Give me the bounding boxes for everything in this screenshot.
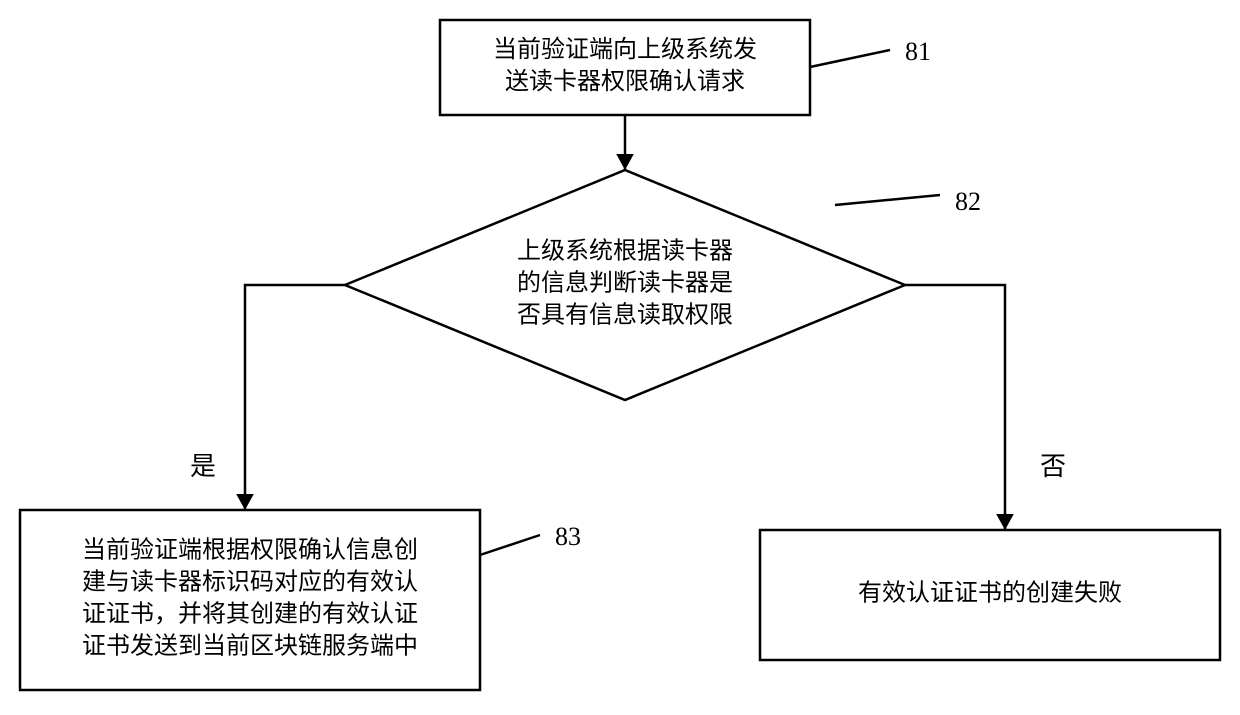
yes_box-step-label: 83 [555,522,581,551]
yes_box-callout-line [480,535,540,555]
no_box-line-0: 有效认证证书的创建失败 [858,580,1122,607]
step1-callout-line [810,50,890,67]
edge-2: 否 [905,285,1066,530]
decision-line-1: 的信息判断读卡器是 [517,270,733,297]
edge-1-line [245,285,345,510]
step1-box [440,20,810,115]
step1-line-0: 当前验证端向上级系统发 [493,36,757,63]
node-yes_box: 当前验证端根据权限确认信息创建与读卡器标识码对应的有效认证证书，并将其创建的有效… [20,510,581,690]
edge-2-line [905,285,1005,530]
step1-line-1: 送读卡器权限确认请求 [505,68,745,95]
node-decision: 上级系统根据读卡器的信息判断读卡器是否具有信息读取权限 82 [345,170,981,400]
node-no_box: 有效认证证书的创建失败 [760,530,1220,660]
decision-line-0: 上级系统根据读卡器 [517,238,733,265]
yes_box-line-3: 证书发送到当前区块链服务端中 [82,633,418,660]
yes_box-line-1: 建与读卡器标识码对应的有效认 [82,569,418,596]
node-step1: 当前验证端向上级系统发送读卡器权限确认请求 81 [440,20,931,115]
edge-1-label: 是 [190,452,216,481]
edge-2-label: 否 [1040,452,1066,481]
decision-callout-line [835,195,940,205]
yes_box-line-0: 当前验证端根据权限确认信息创 [82,537,418,564]
decision-step-label: 82 [955,187,981,216]
step1-step-label: 81 [905,37,931,66]
decision-line-2: 否具有信息读取权限 [517,302,733,329]
yes_box-line-2: 证证书，并将其创建的有效认证 [82,601,418,628]
edge-1: 是 [190,285,345,510]
